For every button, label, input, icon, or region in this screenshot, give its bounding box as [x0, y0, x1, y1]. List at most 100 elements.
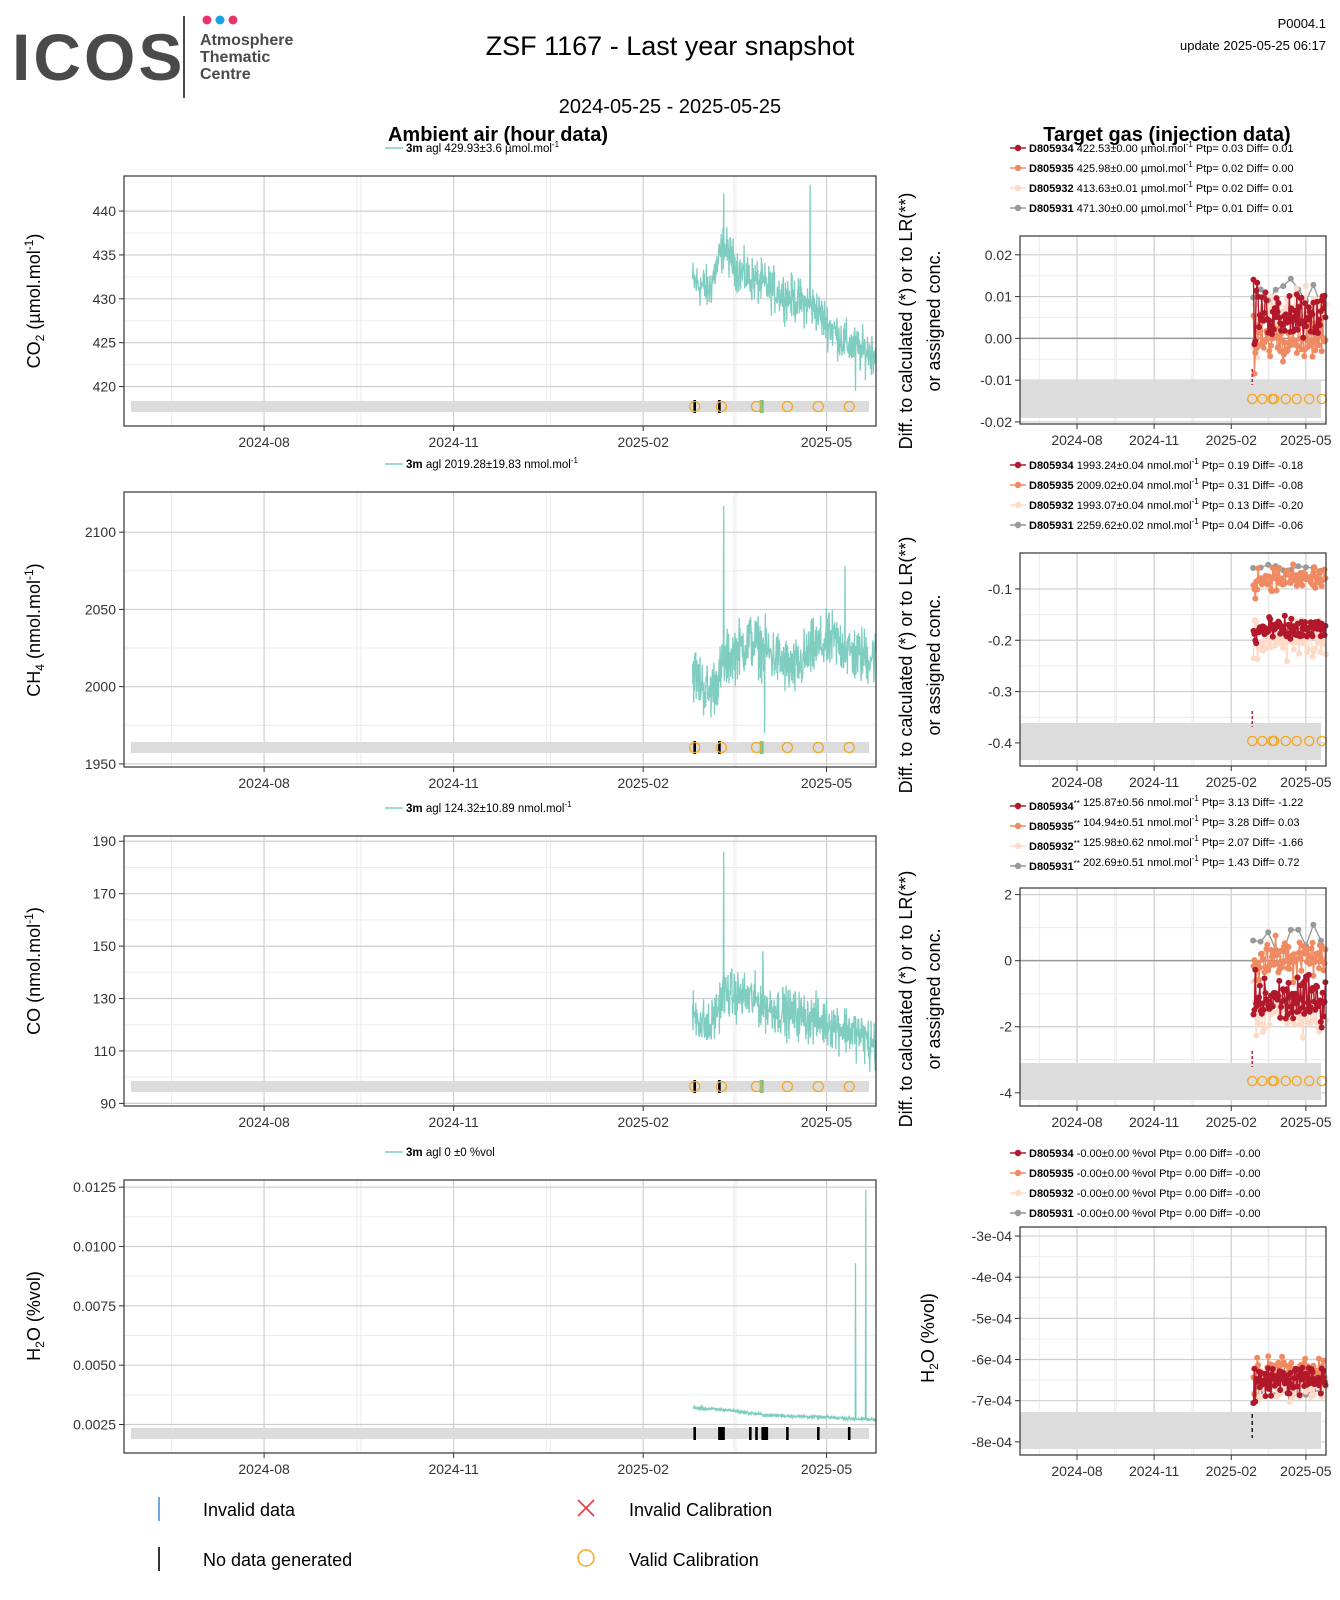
series-point [1261, 1025, 1268, 1032]
series-point [1303, 1370, 1309, 1377]
ambient_co-legend: 3m agl 124.32±10.89 nmol.mol-1 [385, 800, 572, 815]
target-legend-D805932: D805932** 125.98±0.62 nmol.mol-1 Ptp= 2.… [1010, 834, 1303, 853]
series-point [1254, 354, 1261, 361]
x-tick-label: 2025-02 [617, 775, 669, 791]
x-tick-label: 2025-02 [1206, 1463, 1258, 1479]
series-point [1268, 1392, 1274, 1399]
series-point [1268, 331, 1275, 338]
series-point [1304, 316, 1311, 323]
series-point [1293, 285, 1300, 292]
target_co-ylabel-1: Diff. to calculated (*) or to LR(**) [896, 871, 916, 1128]
legend-invalid-calibration: Invalid Calibration [629, 1500, 772, 1520]
legend-text: 3m agl 0 ±0 %vol [406, 1147, 495, 1159]
ambient_co2-legend: 3m agl 429.93±3.6 µmol.mol-1 [385, 140, 560, 155]
invalid-data-mark [761, 741, 764, 754]
y-tick-label: 0.00 [985, 330, 1012, 346]
target_co2-ylabel-1: Diff. to calculated (*) or to LR(**) [896, 193, 916, 450]
series-point [1290, 646, 1297, 653]
series-point [1308, 945, 1315, 952]
ambient_h2o-legend: 3m agl 0 ±0 %vol [385, 1147, 495, 1159]
series-point [1260, 956, 1267, 962]
series-point [1295, 304, 1302, 311]
series-point [1287, 275, 1294, 282]
y-tick-label: -6e-04 [972, 1352, 1013, 1368]
series-point [1304, 999, 1311, 1006]
target-section-title: Target gas (injection data) [1043, 124, 1290, 146]
ambient_h2o-minor-grid [124, 1180, 876, 1453]
series-point [1317, 1390, 1324, 1397]
series-point [1320, 1013, 1327, 1020]
series-point [1256, 964, 1263, 971]
series-point [1310, 972, 1317, 979]
x-tick-label: 2025-05 [801, 775, 853, 791]
series-point [1285, 944, 1292, 950]
series-point [1303, 323, 1309, 330]
series-point [1316, 570, 1323, 577]
x-tick-label: 2025-02 [1206, 1114, 1258, 1130]
target_ch4-ylabel-1: Diff. to calculated (*) or to LR(**) [896, 537, 916, 794]
series-point [1305, 304, 1312, 311]
target-legend-D805935: D805935 -0.00±0.00 %vol Ptp= 0.00 Diff= … [1010, 1168, 1261, 1180]
ambient_ch4-ylabel: CH4 (nmol.mol-1) [22, 563, 47, 696]
x-tick-label: 2024-08 [238, 1114, 290, 1130]
series-point [1276, 565, 1283, 571]
valid-calibration-mark [843, 400, 855, 413]
series-point [1266, 317, 1273, 324]
legend-text: D805935** 104.94±0.51 nmol.mol-1 Ptp= 3.… [1029, 814, 1300, 833]
legend-text: D805935 -0.00±0.00 %vol Ptp= 0.00 Diff= … [1029, 1168, 1261, 1180]
series-point [1310, 281, 1317, 288]
series-point [1264, 997, 1271, 1004]
series-point [1318, 942, 1325, 949]
series-point [1292, 337, 1299, 344]
series-point [1268, 335, 1275, 342]
series-point [1260, 344, 1267, 351]
ambient_co2-ylabel: CO2 (µmol.mol-1) [22, 234, 47, 369]
series-point [1262, 289, 1269, 296]
y-tick-label: 2000 [85, 679, 116, 695]
legend-text: D805932 413.63±0.01 µmol.mol-1 Ptp= 0.02… [1029, 180, 1294, 195]
legend-swatch-point [1014, 1149, 1022, 1157]
legend-swatch-point [1014, 822, 1022, 830]
series-point [1255, 1020, 1262, 1027]
target_co-ylabel-2: or assigned conc. [924, 928, 944, 1069]
series-point [1284, 658, 1290, 665]
series-point [1251, 302, 1258, 309]
series-line [1252, 922, 1322, 952]
series-point [1296, 1392, 1303, 1399]
target_co-frame [1019, 887, 1327, 1107]
valid-calibration-mark [1291, 1075, 1302, 1087]
series-point [1298, 996, 1305, 1003]
valid-calibration-mark [715, 741, 728, 754]
legend-text: D805931 471.30±0.00 µmol.mol-1 Ptp= 0.01… [1029, 200, 1294, 215]
series-point [1314, 983, 1321, 990]
series-point [1255, 565, 1262, 572]
legend-swatch-point [1014, 461, 1022, 469]
series-point [1293, 1383, 1300, 1390]
valid-calibration-mark [843, 741, 855, 754]
series-point [1292, 307, 1298, 314]
y-tick-label: 110 [94, 1043, 117, 1059]
legend-text: 3m agl 2019.28±19.83 nmol.mol-1 [406, 456, 579, 471]
ambient_co-ylabel: CO (nmol.mol-1) [22, 907, 44, 1035]
x-tick-label: 2025-02 [1206, 774, 1258, 790]
series-point [1309, 939, 1316, 946]
invalid-data-mark [761, 400, 764, 413]
series-point [1255, 998, 1262, 1005]
series-point [1272, 286, 1279, 293]
series-point [1309, 1369, 1316, 1376]
status-band [131, 1081, 869, 1092]
y-tick-label: 440 [93, 203, 117, 219]
series-point [1267, 616, 1274, 622]
logo-dot-pink [202, 15, 212, 25]
target-legend-D805932: D805932 413.63±0.01 µmol.mol-1 Ptp= 0.02… [1010, 180, 1294, 195]
valid-calibration-mark [1257, 393, 1268, 405]
valid-calibration-mark [750, 1080, 763, 1093]
series-point [1318, 348, 1325, 355]
no-data-mark [847, 1427, 851, 1440]
series-point [1297, 955, 1304, 962]
series-point [1258, 950, 1265, 957]
invalid-data-mark [759, 741, 762, 754]
series-point [1311, 564, 1318, 571]
legend-text: 3m agl 429.93±3.6 µmol.mol-1 [406, 140, 560, 155]
series-point [1320, 640, 1327, 647]
